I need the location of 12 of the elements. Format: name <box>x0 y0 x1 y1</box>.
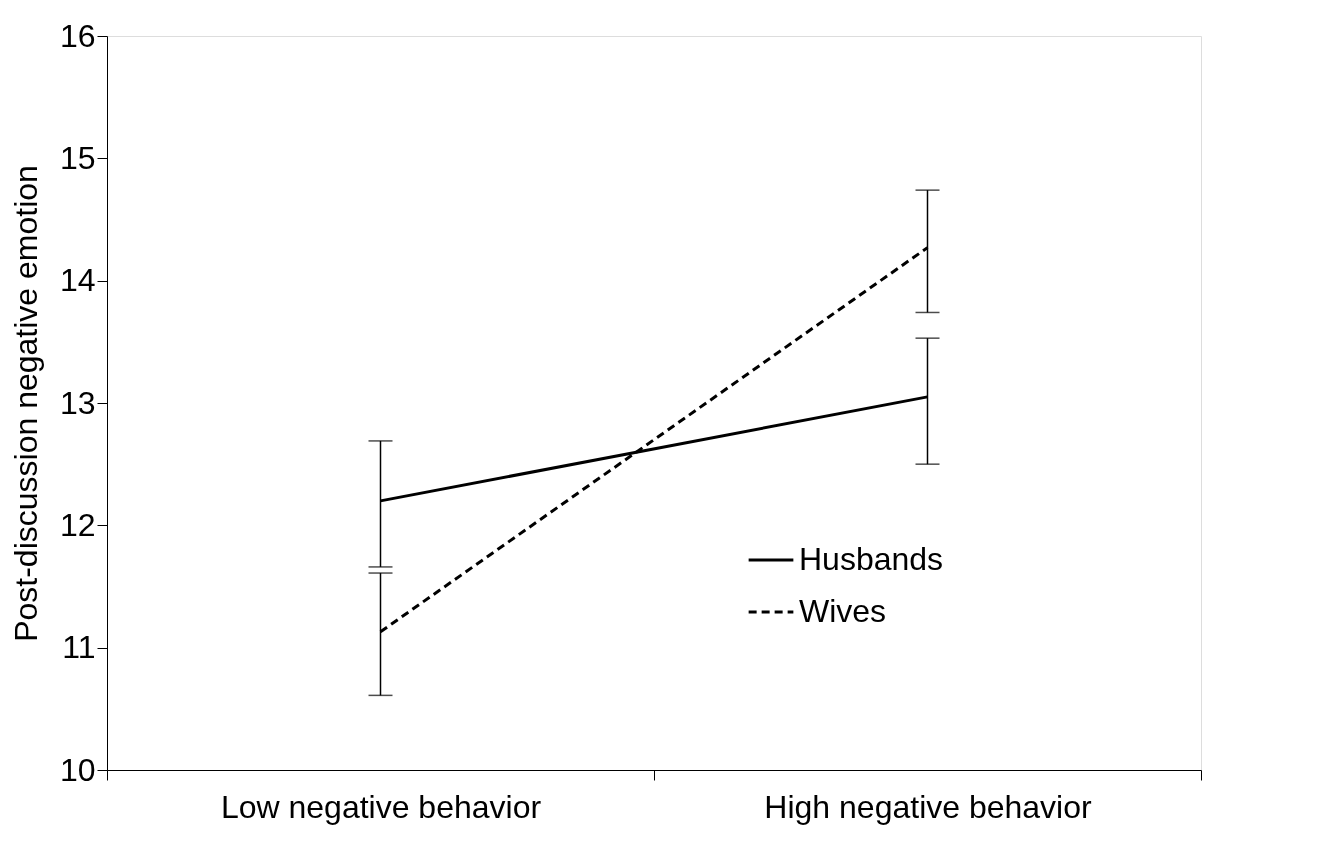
y-tick-label: 13 <box>59 384 96 421</box>
y-axis-title: Post-discussion negative emotion <box>7 165 44 642</box>
x-tick-label: High negative behavior <box>764 788 1093 825</box>
y-tick-label: 16 <box>59 17 96 54</box>
legend-label: Husbands <box>799 541 944 577</box>
y-tick-label: 14 <box>59 262 96 299</box>
y-tick-label: 12 <box>59 506 96 543</box>
x-tick-label: Low negative behavior <box>220 788 542 825</box>
y-tick-label: 11 <box>62 629 96 666</box>
legend-label: Wives <box>799 593 887 629</box>
y-tick-label: 15 <box>59 139 96 176</box>
y-tick-label: 10 <box>59 751 96 788</box>
